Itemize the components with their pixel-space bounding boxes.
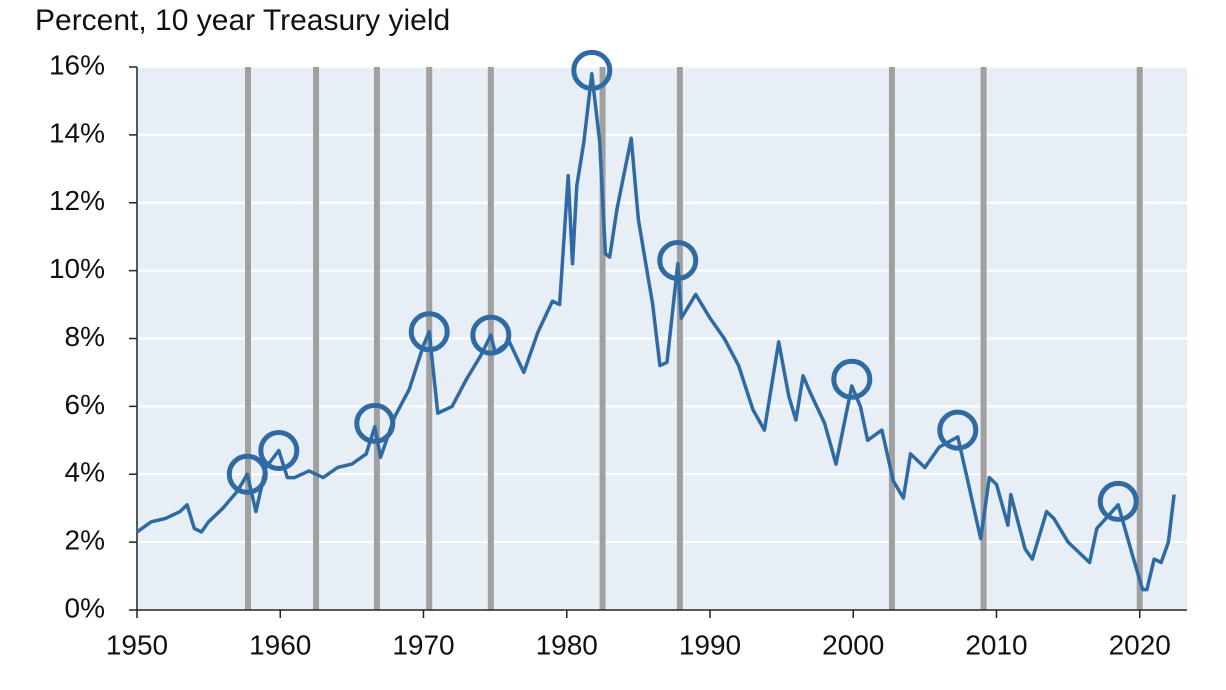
y-tick-label: 4%	[65, 457, 105, 488]
y-tick-label: 12%	[49, 185, 105, 216]
y-tick-label: 14%	[49, 117, 105, 148]
x-tick-label: 2010	[965, 629, 1027, 660]
highlight-circle	[657, 239, 699, 281]
x-tick-label: 1980	[536, 629, 598, 660]
highlight-circle	[937, 409, 979, 451]
y-tick-label: 2%	[65, 525, 105, 556]
highlight-circle	[408, 311, 450, 353]
x-tick-label: 2000	[822, 629, 884, 660]
chart-title: Percent, 10 year Treasury yield	[35, 4, 450, 37]
x-tick-label: 1950	[106, 629, 168, 660]
highlight-circle	[258, 429, 300, 471]
y-tick-label: 0%	[65, 592, 105, 623]
x-tick-label: 2020	[1109, 629, 1171, 660]
x-tick-label: 1970	[392, 629, 454, 660]
y-tick-label: 16%	[49, 49, 105, 80]
highlight-circle	[470, 314, 512, 356]
x-tick-label: 1960	[249, 629, 311, 660]
highlight-circle	[354, 402, 396, 444]
highlight-circle	[571, 49, 613, 91]
data-line	[135, 72, 1176, 592]
y-tick-label: 10%	[49, 253, 105, 284]
highlight-circle	[226, 453, 268, 495]
y-tick-label: 8%	[65, 321, 105, 352]
highlight-circle	[1097, 480, 1139, 522]
highlight-circle	[831, 358, 873, 400]
x-tick-label: 1990	[679, 629, 741, 660]
y-tick-label: 6%	[65, 389, 105, 420]
